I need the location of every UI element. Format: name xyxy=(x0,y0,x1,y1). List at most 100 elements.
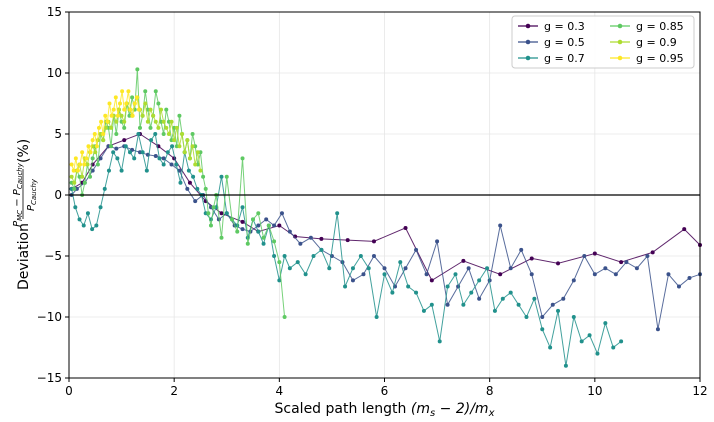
data-point xyxy=(122,138,127,143)
data-point xyxy=(148,125,153,130)
data-point xyxy=(71,168,76,173)
data-point xyxy=(461,302,466,307)
data-point xyxy=(240,227,245,232)
data-point xyxy=(424,272,429,277)
data-point xyxy=(611,345,616,350)
data-point xyxy=(105,119,110,124)
data-point xyxy=(130,113,135,118)
data-point xyxy=(240,219,245,224)
data-point xyxy=(603,321,608,326)
data-point xyxy=(282,315,287,319)
data-point xyxy=(203,186,208,191)
data-point xyxy=(634,266,639,271)
data-point xyxy=(102,186,107,191)
series-3 xyxy=(69,67,287,319)
x-tick-label: 2 xyxy=(170,384,178,398)
data-point xyxy=(240,205,245,210)
data-point xyxy=(77,217,82,222)
data-point xyxy=(149,138,154,143)
data-point xyxy=(390,290,395,295)
data-point xyxy=(613,272,618,277)
legend-swatch-marker xyxy=(617,23,623,29)
x-axis-label-part: (m xyxy=(411,401,430,417)
legend-item: g = 0.3 xyxy=(518,20,585,33)
x-axis-label-part: − 2)/m xyxy=(435,401,488,417)
legend-swatch-marker xyxy=(525,55,531,61)
data-point xyxy=(166,132,171,136)
data-point xyxy=(153,119,158,124)
data-point xyxy=(429,278,434,283)
data-point xyxy=(453,272,458,277)
data-point xyxy=(101,132,106,136)
legend-item: g = 0.85 xyxy=(610,20,684,33)
legend-item: g = 0.95 xyxy=(610,52,684,65)
data-point xyxy=(524,315,529,319)
data-point xyxy=(224,174,229,179)
data-point xyxy=(676,284,681,289)
data-point xyxy=(595,351,600,356)
data-point xyxy=(177,113,182,118)
data-point xyxy=(251,217,256,222)
data-point xyxy=(282,254,287,258)
data-point xyxy=(563,363,568,368)
data-point xyxy=(293,234,298,239)
data-point xyxy=(398,260,403,265)
series-layer xyxy=(69,67,702,368)
data-point xyxy=(119,168,124,173)
data-point xyxy=(208,223,213,228)
data-point xyxy=(123,144,128,149)
data-point xyxy=(109,144,114,149)
data-point xyxy=(159,107,164,112)
legend-item: g = 0.5 xyxy=(518,36,585,49)
y-tick-label: 15 xyxy=(47,5,62,19)
data-point xyxy=(92,132,97,136)
data-point xyxy=(235,229,240,234)
data-point xyxy=(311,254,316,258)
data-point xyxy=(645,254,650,258)
data-point xyxy=(177,168,182,173)
series-0 xyxy=(69,132,702,283)
data-point xyxy=(153,153,158,158)
data-point xyxy=(371,254,376,258)
data-point xyxy=(540,327,545,332)
data-point xyxy=(111,150,116,155)
data-point xyxy=(178,180,183,185)
data-point xyxy=(319,236,324,241)
legend-label: g = 0.5 xyxy=(544,36,585,49)
data-point xyxy=(127,150,132,155)
legend-label: g = 0.7 xyxy=(544,52,585,65)
data-point xyxy=(445,302,450,307)
data-point xyxy=(619,339,624,344)
data-point xyxy=(84,156,89,161)
data-point xyxy=(156,125,161,130)
data-point xyxy=(532,296,537,301)
data-point xyxy=(550,302,555,307)
legend: g = 0.3 g = 0.5 g = 0.7 g = 0.85 g = 0.9 g = … xyxy=(511,15,695,69)
data-point xyxy=(429,302,434,307)
data-point xyxy=(180,132,185,136)
x-axis-label-part: s xyxy=(430,408,435,419)
data-point xyxy=(298,241,303,246)
data-point xyxy=(403,266,408,271)
y-axis-label: Deviation PMC − PCauchy PCauchy (%) xyxy=(12,139,38,290)
data-point xyxy=(186,168,191,173)
data-point xyxy=(86,144,91,149)
data-point xyxy=(403,225,408,230)
data-point xyxy=(114,132,119,136)
data-point xyxy=(687,275,692,280)
data-point xyxy=(151,113,156,118)
data-point xyxy=(508,290,513,295)
data-point xyxy=(256,229,261,234)
data-point xyxy=(466,266,471,271)
data-point xyxy=(319,247,324,252)
data-point xyxy=(406,284,411,289)
legend-swatch-marker xyxy=(617,55,623,61)
data-point xyxy=(277,260,282,265)
data-point xyxy=(277,223,282,228)
data-point xyxy=(198,168,203,173)
data-point xyxy=(245,241,250,246)
data-point xyxy=(256,211,261,216)
data-point xyxy=(170,144,175,149)
data-point xyxy=(327,266,332,271)
